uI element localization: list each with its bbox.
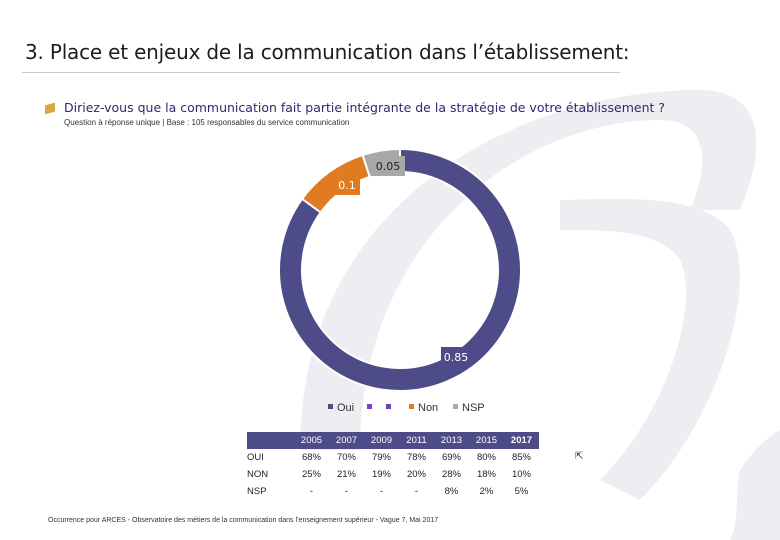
legend-label-nsp: NSP	[462, 402, 485, 414]
table-cell: 28%	[441, 469, 461, 480]
row-label: OUI	[247, 452, 264, 463]
table-cell: 69%	[441, 452, 461, 463]
data-label: 0.85	[444, 351, 469, 364]
year-header: 2009	[364, 432, 399, 449]
row-label: NON	[247, 469, 269, 480]
table-row: OUI 68% 70% 79% 78% 69% 80% 85%	[247, 449, 539, 466]
evolution-table: 2005 2007 2009 2011 2013 2015 2017 OUI 6…	[247, 432, 539, 500]
year-header: 2013	[434, 432, 469, 449]
row-label: NSP	[247, 486, 267, 497]
year-header: 2015	[469, 432, 504, 449]
legend-item-non: Non	[409, 402, 438, 414]
table-corner-cell	[247, 432, 294, 449]
legend-item-blank-2	[386, 402, 395, 414]
legend-swatch-blank-1	[367, 404, 372, 409]
legend-swatch-non	[409, 404, 414, 409]
legend-swatch-blank-2	[386, 404, 391, 409]
legend-swatch-nsp	[453, 404, 458, 409]
table-cell: -	[344, 486, 349, 497]
table-cell: 5%	[514, 486, 529, 497]
data-label-bg	[441, 347, 471, 367]
data-label: 0.05	[376, 160, 401, 173]
table-cell: 21%	[336, 469, 356, 480]
table-row: NSP - - - - 8% 2% 5%	[247, 483, 539, 500]
table-cell: -	[414, 486, 419, 497]
year-header: 2011	[399, 432, 434, 449]
table-header-row: 2005 2007 2009 2011 2013 2015 2017	[247, 432, 539, 449]
table-cell: 2%	[479, 486, 494, 497]
table-cell: 80%	[476, 452, 496, 463]
question-subtitle: Question à réponse unique | Base : 105 r…	[64, 118, 350, 127]
arrow-up-left-icon: ⇱	[575, 451, 584, 462]
title-divider	[22, 72, 620, 73]
legend-label-non: Non	[418, 402, 439, 414]
data-label-bg	[371, 156, 405, 176]
table-cell: -	[309, 486, 314, 497]
table-cell: 79%	[371, 452, 391, 463]
table-cell: 18%	[476, 469, 496, 480]
table-cell: 70%	[336, 452, 356, 463]
table-cell: 10%	[511, 469, 531, 480]
donut-slice-oui	[278, 147, 522, 392]
question-text: Diriez-vous que la communication fait pa…	[64, 100, 666, 115]
chart-legend: Oui Non NSP	[0, 402, 780, 416]
table-cell: 25%	[301, 469, 321, 480]
page-title: 3. Place et enjeux de la communication d…	[25, 40, 630, 64]
table-cell: -	[379, 486, 384, 497]
source-footer: Occurrence pour ARCES - Observatoire des…	[48, 517, 439, 524]
year-header: 2005	[294, 432, 329, 449]
year-header: 2017	[504, 432, 539, 449]
data-label: 0.1	[338, 179, 356, 192]
data-label-bg	[334, 175, 360, 195]
table-cell: 8%	[444, 486, 459, 497]
legend-item-blank-1	[367, 402, 376, 414]
legend-item-nsp: NSP	[453, 402, 485, 414]
legend-item-oui: Oui	[328, 402, 354, 414]
table-cell: 19%	[371, 469, 391, 480]
table-cell: 85%	[511, 452, 531, 463]
table-cell: 20%	[406, 469, 426, 480]
table-row: NON 25% 21% 19% 20% 28% 18% 10%	[247, 466, 539, 483]
legend-swatch-oui	[328, 404, 333, 409]
year-header: 2007	[329, 432, 364, 449]
legend-label-oui: Oui	[337, 402, 355, 414]
table-cell: 68%	[301, 452, 321, 463]
table-cell: 78%	[406, 452, 426, 463]
